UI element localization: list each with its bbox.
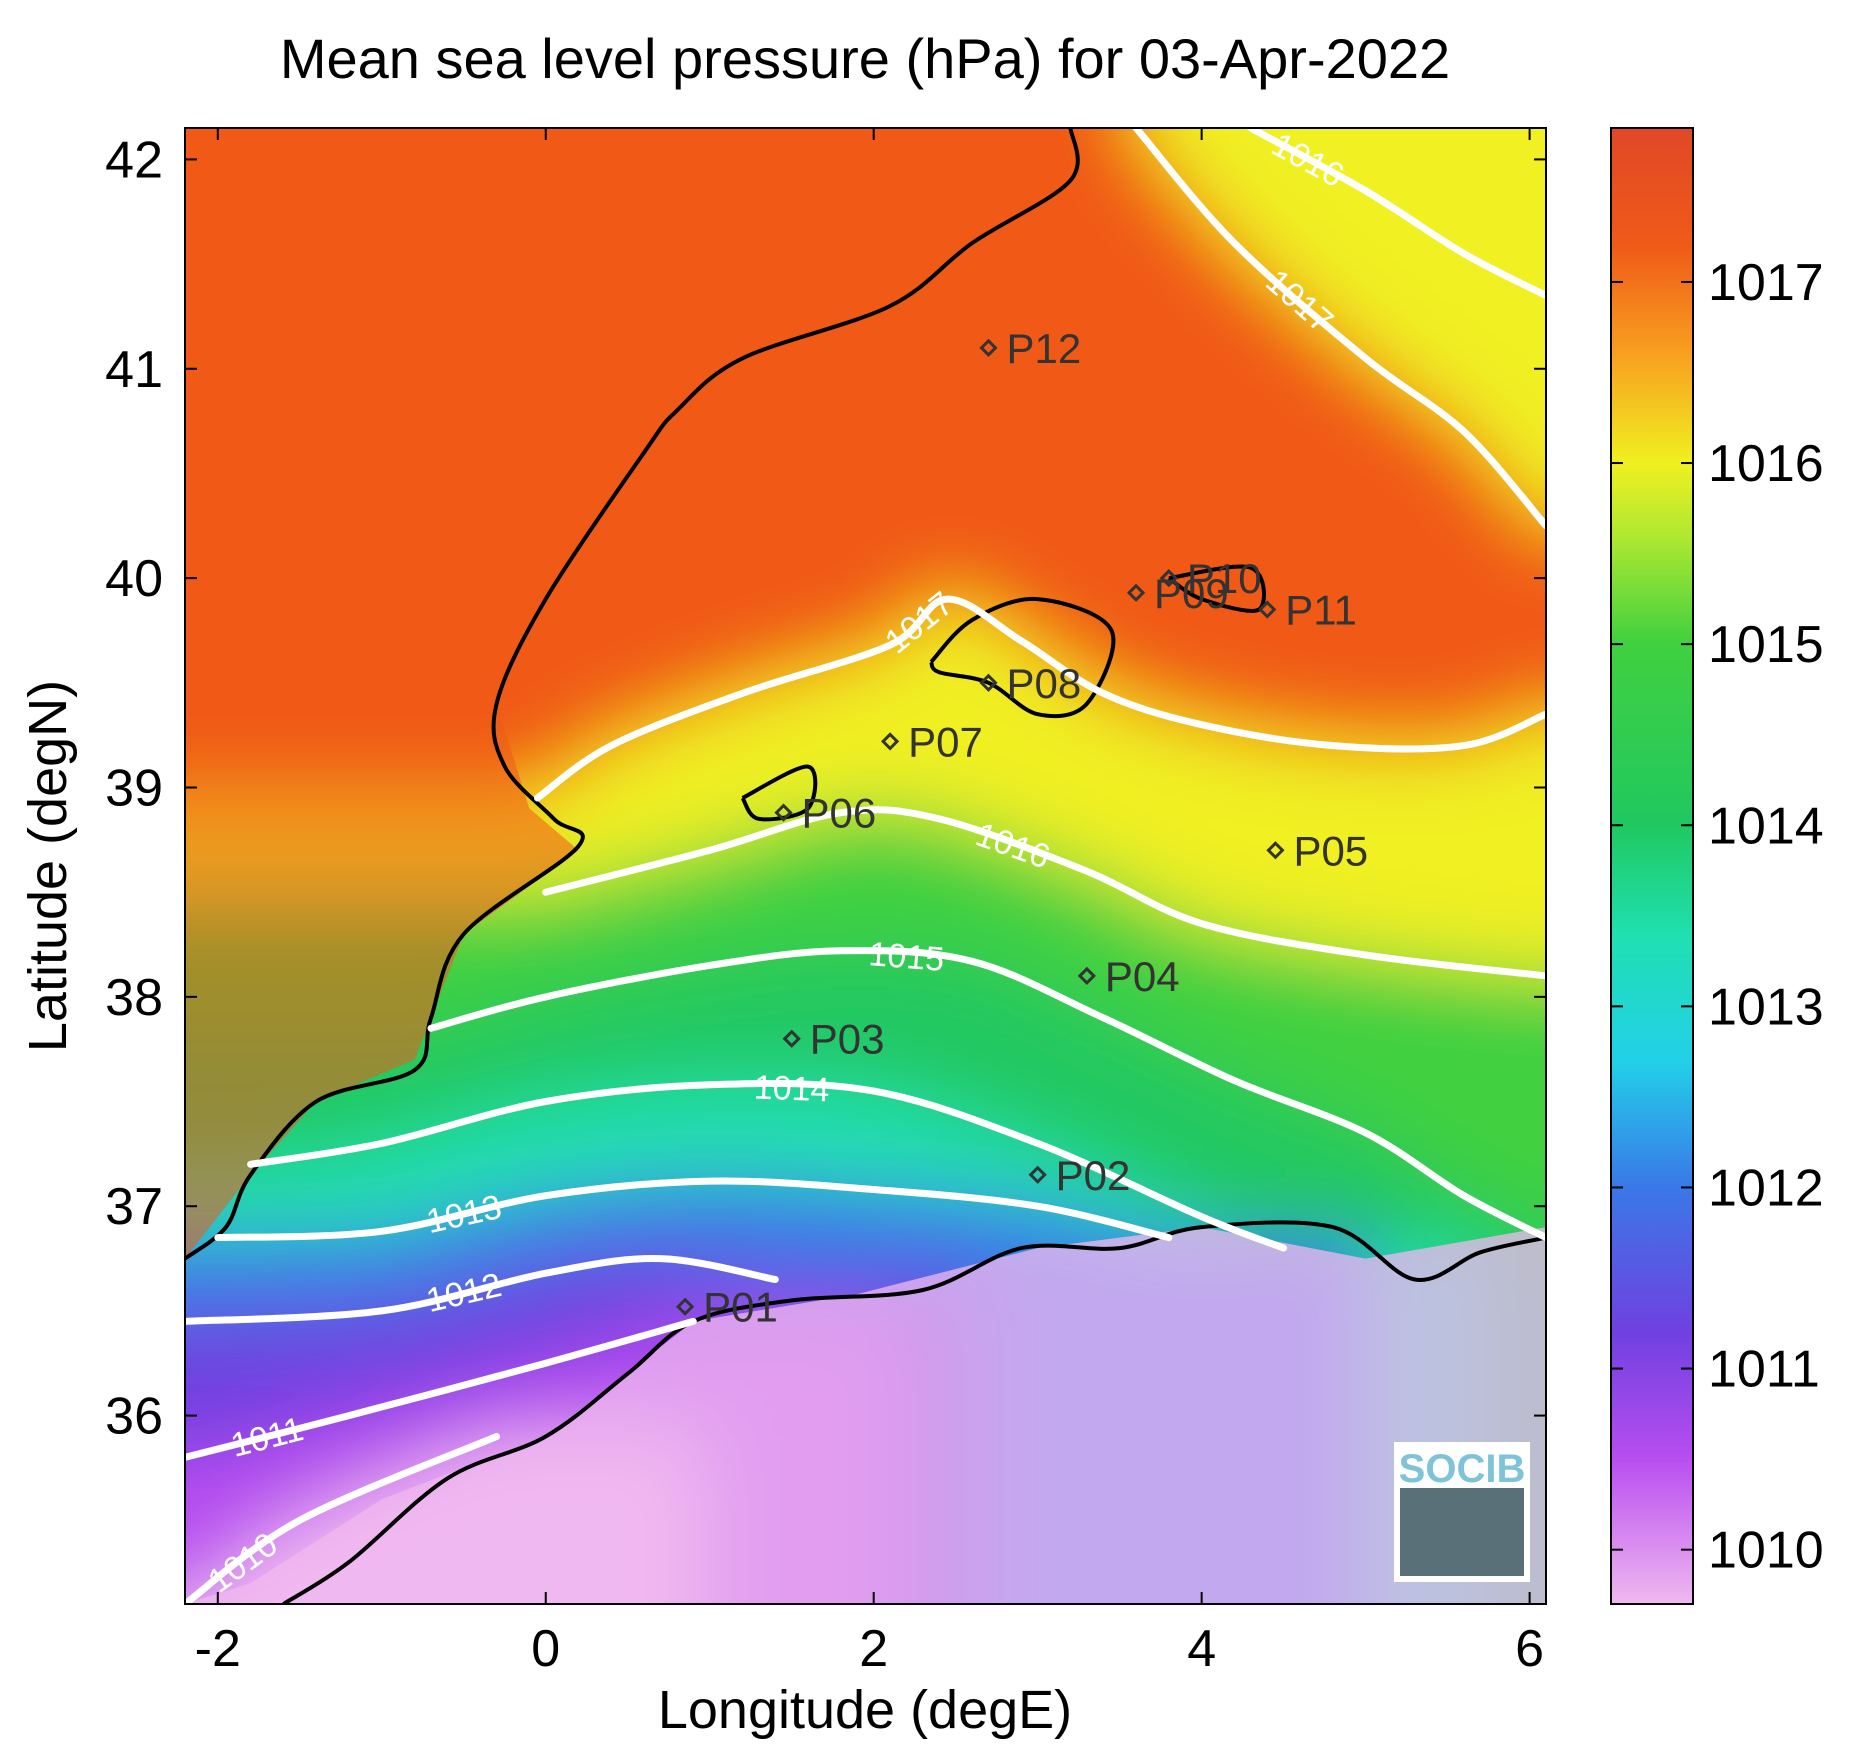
y-tick-label-36: 36 [105, 1388, 163, 1446]
contour-lines [185, 128, 1546, 1604]
coastline-iberia [185, 128, 1080, 1261]
station-marker-P09 [1126, 583, 1146, 602]
colorbar-tick-label-1016: 1016 [1708, 435, 1824, 493]
x-tick-label-2: 2 [859, 1620, 888, 1678]
contour-1017-8 [1132, 128, 1546, 530]
colorbar-tick-label-1012: 1012 [1708, 1159, 1824, 1217]
iberia-land [185, 128, 1071, 1259]
y-tick-label-37: 37 [105, 1178, 163, 1236]
colorbar-tick-label-1011: 1011 [1708, 1341, 1820, 1399]
socib-logo-panel [1400, 1488, 1524, 1576]
contour-1010-0 [185, 1433, 501, 1604]
station-label-P01: P01 [703, 1284, 778, 1331]
x-tick-label--2: -2 [195, 1620, 241, 1678]
station-marker-P12 [979, 338, 998, 357]
contour-1016-6 [542, 806, 1546, 980]
station-marker-P03 [782, 1029, 801, 1048]
colorbar-ticks: 1010 1011 1012 1013 1014 1015 1016 1017 [1611, 254, 1824, 1580]
station-label-P05: P05 [1293, 827, 1368, 874]
station-label-P11: P11 [1285, 587, 1357, 634]
station-label-P06: P06 [802, 790, 877, 837]
contour-1013-3 [214, 1177, 1173, 1242]
africa-land [185, 1227, 1546, 1604]
plot-area: 1010101110121013101410151016101710171016… [185, 128, 1546, 1604]
station-marker-P11 [1258, 600, 1277, 619]
station-label-P09: P09 [1154, 570, 1229, 617]
station-label-P07: P07 [908, 718, 983, 765]
station-label-P08: P08 [1006, 660, 1081, 707]
station-label-P12: P12 [1006, 325, 1081, 372]
contour-1016-9 [1247, 128, 1546, 299]
colorbar-tick-label-1015: 1015 [1708, 616, 1824, 674]
chart-title: Mean sea level pressure (hPa) for 03-Apr… [280, 27, 1450, 90]
station-marker-P05 [1266, 841, 1285, 860]
contour-label-1015-5: 1015 [867, 935, 945, 979]
plot-frame [184, 127, 1547, 1605]
contour-1015-5 [427, 947, 1546, 1242]
station-marker-P10 [1159, 569, 1178, 588]
coastline-africa [282, 1220, 1546, 1604]
x-tick-label-4: 4 [1187, 1620, 1216, 1678]
coastline-ibiza [740, 764, 818, 822]
contour-1014-4 [247, 1079, 1288, 1252]
land-overlays [185, 128, 1546, 1604]
station-label-P02: P02 [1056, 1152, 1131, 1199]
station-label-P03: P03 [810, 1016, 885, 1063]
y-tick-label-39: 39 [105, 759, 163, 817]
station-marker-P07 [880, 732, 900, 751]
contour-1017-7 [534, 595, 1546, 802]
colorbar-tick-label-1010: 1010 [1708, 1522, 1824, 1580]
colorbar-gradient [1610, 127, 1694, 1605]
contour-1011-1 [185, 1317, 697, 1461]
station-marker-P01 [676, 1297, 695, 1316]
colorbar-tick-label-1014: 1014 [1708, 797, 1824, 855]
colorbar-tick-label-1013: 1013 [1708, 978, 1824, 1036]
y-axis-ticks: 36 37 38 39 40 41 42 [105, 131, 1546, 1446]
x-tick-label-6: 6 [1515, 1620, 1544, 1678]
station-label-P10: P10 [1187, 555, 1262, 602]
socib-logo: SOCIB [1394, 1442, 1530, 1582]
station-marker-P08 [979, 673, 998, 692]
station-marker-P06 [774, 803, 793, 822]
pressure-lobe-1017 [1136, 128, 1546, 526]
station-label-P04: P04 [1105, 953, 1180, 1000]
station-marker-P04 [1077, 966, 1096, 986]
x-axis-ticks: -2 0 2 4 6 [195, 128, 1544, 1678]
contour-label-1014-4: 1014 [753, 1068, 830, 1109]
station-marker-P02 [1028, 1165, 1047, 1184]
colorbar-tick-label-1017: 1017 [1708, 254, 1824, 312]
y-tick-label-42: 42 [105, 131, 163, 189]
socib-logo-text: SOCIB [1399, 1447, 1526, 1491]
y-tick-label-41: 41 [105, 341, 163, 399]
y-axis-label: Latitude (degN) [18, 680, 78, 1052]
x-axis-label: Longitude (degE) [658, 1680, 1072, 1740]
x-tick-label-0: 0 [531, 1620, 560, 1678]
y-tick-label-38: 38 [105, 969, 163, 1027]
coastline-mallorca [929, 596, 1116, 719]
y-tick-label-40: 40 [105, 550, 163, 608]
contour-1012-2 [185, 1254, 779, 1325]
colorbar: 1010 1011 1012 1013 1014 1015 1016 1017 [1610, 127, 1824, 1605]
